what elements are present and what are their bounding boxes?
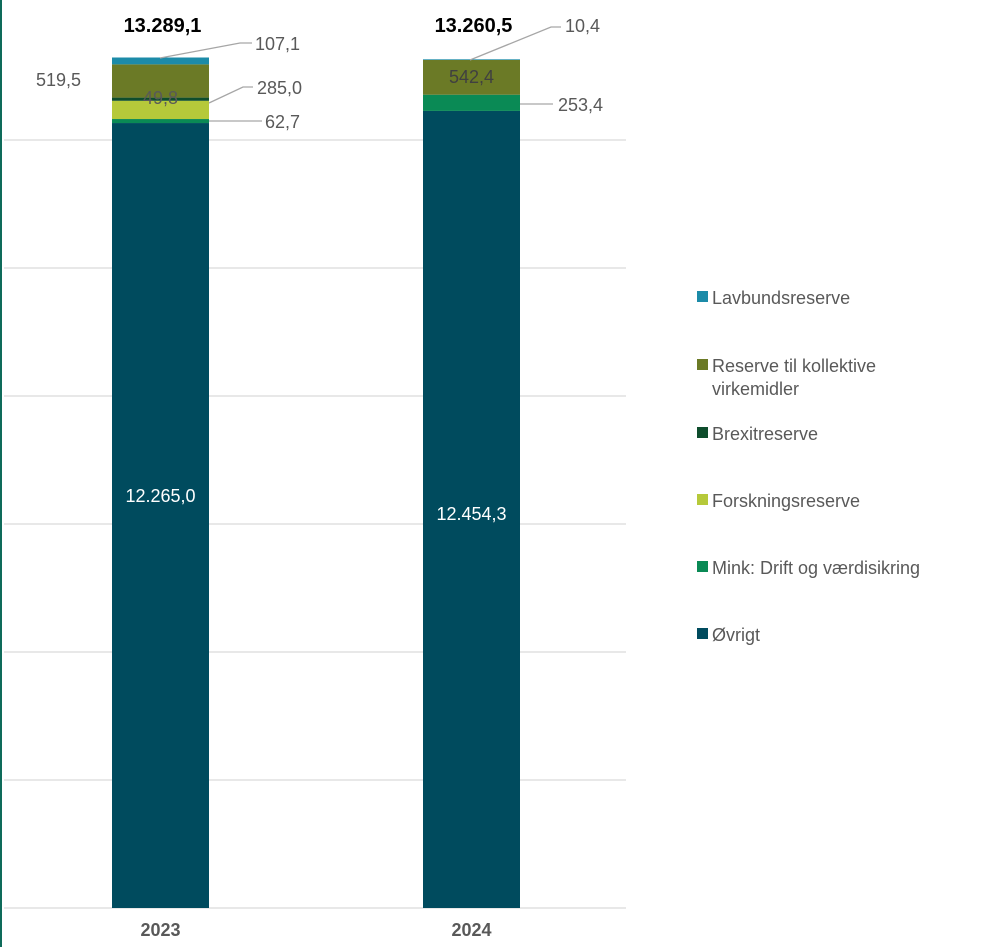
bar-segment [423,94,520,111]
legend-swatch [697,359,708,370]
total-label: 13.260,5 [435,15,513,37]
data-label: 62,7 [265,112,300,132]
bar-segment [423,110,520,908]
data-label: 10,4 [565,16,600,36]
total-label: 13.289,1 [124,15,202,37]
legend-item-brexitreserve: Brexitreserve [697,423,992,446]
legend-item-mink: Mink: Drift og værdisikring [697,557,992,580]
bar-segment [112,64,209,98]
data-label: 49,8 [143,88,178,108]
legend-item-lavbundsreserve: Lavbundsreserve [697,287,992,310]
data-label: 542,4 [449,67,494,87]
legend-swatch [697,427,708,438]
x-tick-label: 2023 [140,920,180,940]
legend-swatch [697,561,708,572]
legend-swatch [697,494,708,505]
bar-segment [112,97,209,101]
data-label: 519,5 [36,70,81,90]
data-label: 285,0 [257,78,302,98]
legend-label: Mink: Drift og værdisikring [712,558,921,578]
legend-label: Lavbundsreserve [712,288,851,308]
chart-legend: Lavbundsreserve Reserve til kollektive v… [697,0,994,947]
legend-label: Brexitreserve [712,424,819,444]
data-label: 107,1 [255,34,300,54]
data-label: 12.454,3 [436,504,506,524]
legend-label: Reserve til kollektive virkemidler [712,356,877,399]
bar-segment [112,57,209,65]
data-label: 253,4 [558,95,603,115]
leader-line [159,42,252,59]
legend-label: Forskningsreserve [712,491,861,511]
data-label: 12.265,0 [125,486,195,506]
bar-segment [112,123,209,909]
legend-item-oevrigt: Øvrigt [697,624,992,647]
legend-label: Øvrigt [712,625,761,645]
bar-segment [112,100,209,120]
x-tick-label: 2024 [451,920,491,940]
legend-item-reserve-kollektive: Reserve til kollektive virkemidler [697,355,922,401]
legend-swatch [697,291,708,302]
bar-segment [423,59,520,95]
leader-line [469,26,561,61]
legend-swatch [697,628,708,639]
bar-segment [112,119,209,124]
leader-line [208,86,253,104]
legend-item-forskningsreserve: Forskningsreserve [697,490,992,513]
chart-left-border [0,0,2,947]
